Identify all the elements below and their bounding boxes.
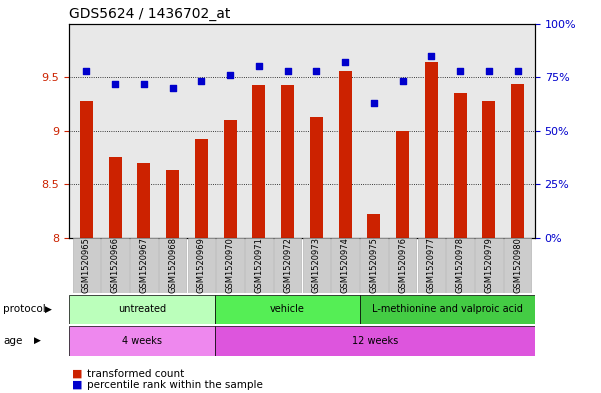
- Bar: [331, 238, 359, 293]
- Point: [427, 53, 436, 59]
- Text: GSM1520969: GSM1520969: [197, 237, 206, 293]
- Bar: [109, 158, 121, 238]
- Text: GSM1520966: GSM1520966: [111, 237, 120, 293]
- Bar: [216, 238, 244, 293]
- Text: GSM1520973: GSM1520973: [312, 237, 321, 293]
- Bar: [310, 117, 323, 238]
- Text: untreated: untreated: [118, 305, 166, 314]
- Text: GSM1520965: GSM1520965: [82, 237, 91, 293]
- Bar: [281, 84, 294, 238]
- Bar: [511, 84, 524, 238]
- Point: [111, 81, 120, 87]
- Point: [168, 84, 177, 91]
- Bar: [195, 139, 208, 238]
- Bar: [302, 238, 330, 293]
- Bar: [360, 295, 535, 324]
- Text: ■: ■: [72, 380, 82, 390]
- Point: [484, 68, 493, 74]
- Text: GDS5624 / 1436702_at: GDS5624 / 1436702_at: [69, 7, 231, 21]
- Text: GSM1520975: GSM1520975: [370, 237, 379, 293]
- Text: percentile rank within the sample: percentile rank within the sample: [87, 380, 263, 390]
- Bar: [130, 238, 157, 293]
- Bar: [224, 120, 237, 238]
- Bar: [73, 238, 100, 293]
- Bar: [102, 238, 129, 293]
- Text: GSM1520977: GSM1520977: [427, 237, 436, 293]
- Bar: [274, 238, 302, 293]
- Bar: [425, 62, 438, 238]
- Text: GSM1520978: GSM1520978: [456, 237, 465, 293]
- Point: [513, 68, 522, 74]
- Bar: [159, 238, 186, 293]
- Text: GSM1520968: GSM1520968: [168, 237, 177, 293]
- Text: 4 weeks: 4 weeks: [122, 336, 162, 346]
- Bar: [367, 214, 380, 238]
- Point: [197, 78, 206, 84]
- Text: GSM1520967: GSM1520967: [139, 237, 148, 293]
- Text: protocol: protocol: [3, 304, 46, 314]
- Bar: [188, 238, 215, 293]
- Bar: [166, 170, 179, 238]
- Text: GSM1520972: GSM1520972: [283, 237, 292, 293]
- Point: [82, 68, 91, 74]
- Text: 12 weeks: 12 weeks: [352, 336, 398, 346]
- Text: ▶: ▶: [45, 305, 52, 314]
- Bar: [80, 101, 93, 238]
- Bar: [504, 238, 531, 293]
- Text: GSM1520971: GSM1520971: [254, 237, 263, 293]
- Bar: [338, 71, 352, 238]
- Text: transformed count: transformed count: [87, 369, 185, 379]
- Text: GSM1520970: GSM1520970: [225, 237, 234, 293]
- Bar: [69, 326, 215, 356]
- Bar: [447, 238, 474, 293]
- Bar: [483, 101, 495, 238]
- Point: [283, 68, 293, 74]
- Point: [254, 63, 264, 70]
- Point: [311, 68, 321, 74]
- Bar: [396, 130, 409, 238]
- Text: GSM1520976: GSM1520976: [398, 237, 407, 293]
- Point: [398, 78, 407, 84]
- Bar: [245, 238, 273, 293]
- Point: [369, 100, 379, 106]
- Bar: [475, 238, 502, 293]
- Text: vehicle: vehicle: [270, 305, 305, 314]
- Bar: [418, 238, 445, 293]
- Point: [139, 81, 148, 87]
- Bar: [138, 163, 150, 238]
- Text: ▶: ▶: [34, 336, 40, 345]
- Text: GSM1520974: GSM1520974: [341, 237, 350, 293]
- Text: GSM1520979: GSM1520979: [484, 237, 493, 293]
- Text: GSM1520980: GSM1520980: [513, 237, 522, 293]
- Text: age: age: [3, 336, 22, 346]
- Text: ■: ■: [72, 369, 82, 379]
- Text: L-methionine and valproic acid: L-methionine and valproic acid: [372, 305, 523, 314]
- Bar: [215, 295, 360, 324]
- Bar: [389, 238, 416, 293]
- Bar: [360, 238, 388, 293]
- Point: [225, 72, 235, 78]
- Point: [340, 59, 350, 65]
- Bar: [252, 84, 266, 238]
- Point: [456, 68, 465, 74]
- Bar: [69, 295, 215, 324]
- Bar: [215, 326, 535, 356]
- Bar: [454, 93, 466, 238]
